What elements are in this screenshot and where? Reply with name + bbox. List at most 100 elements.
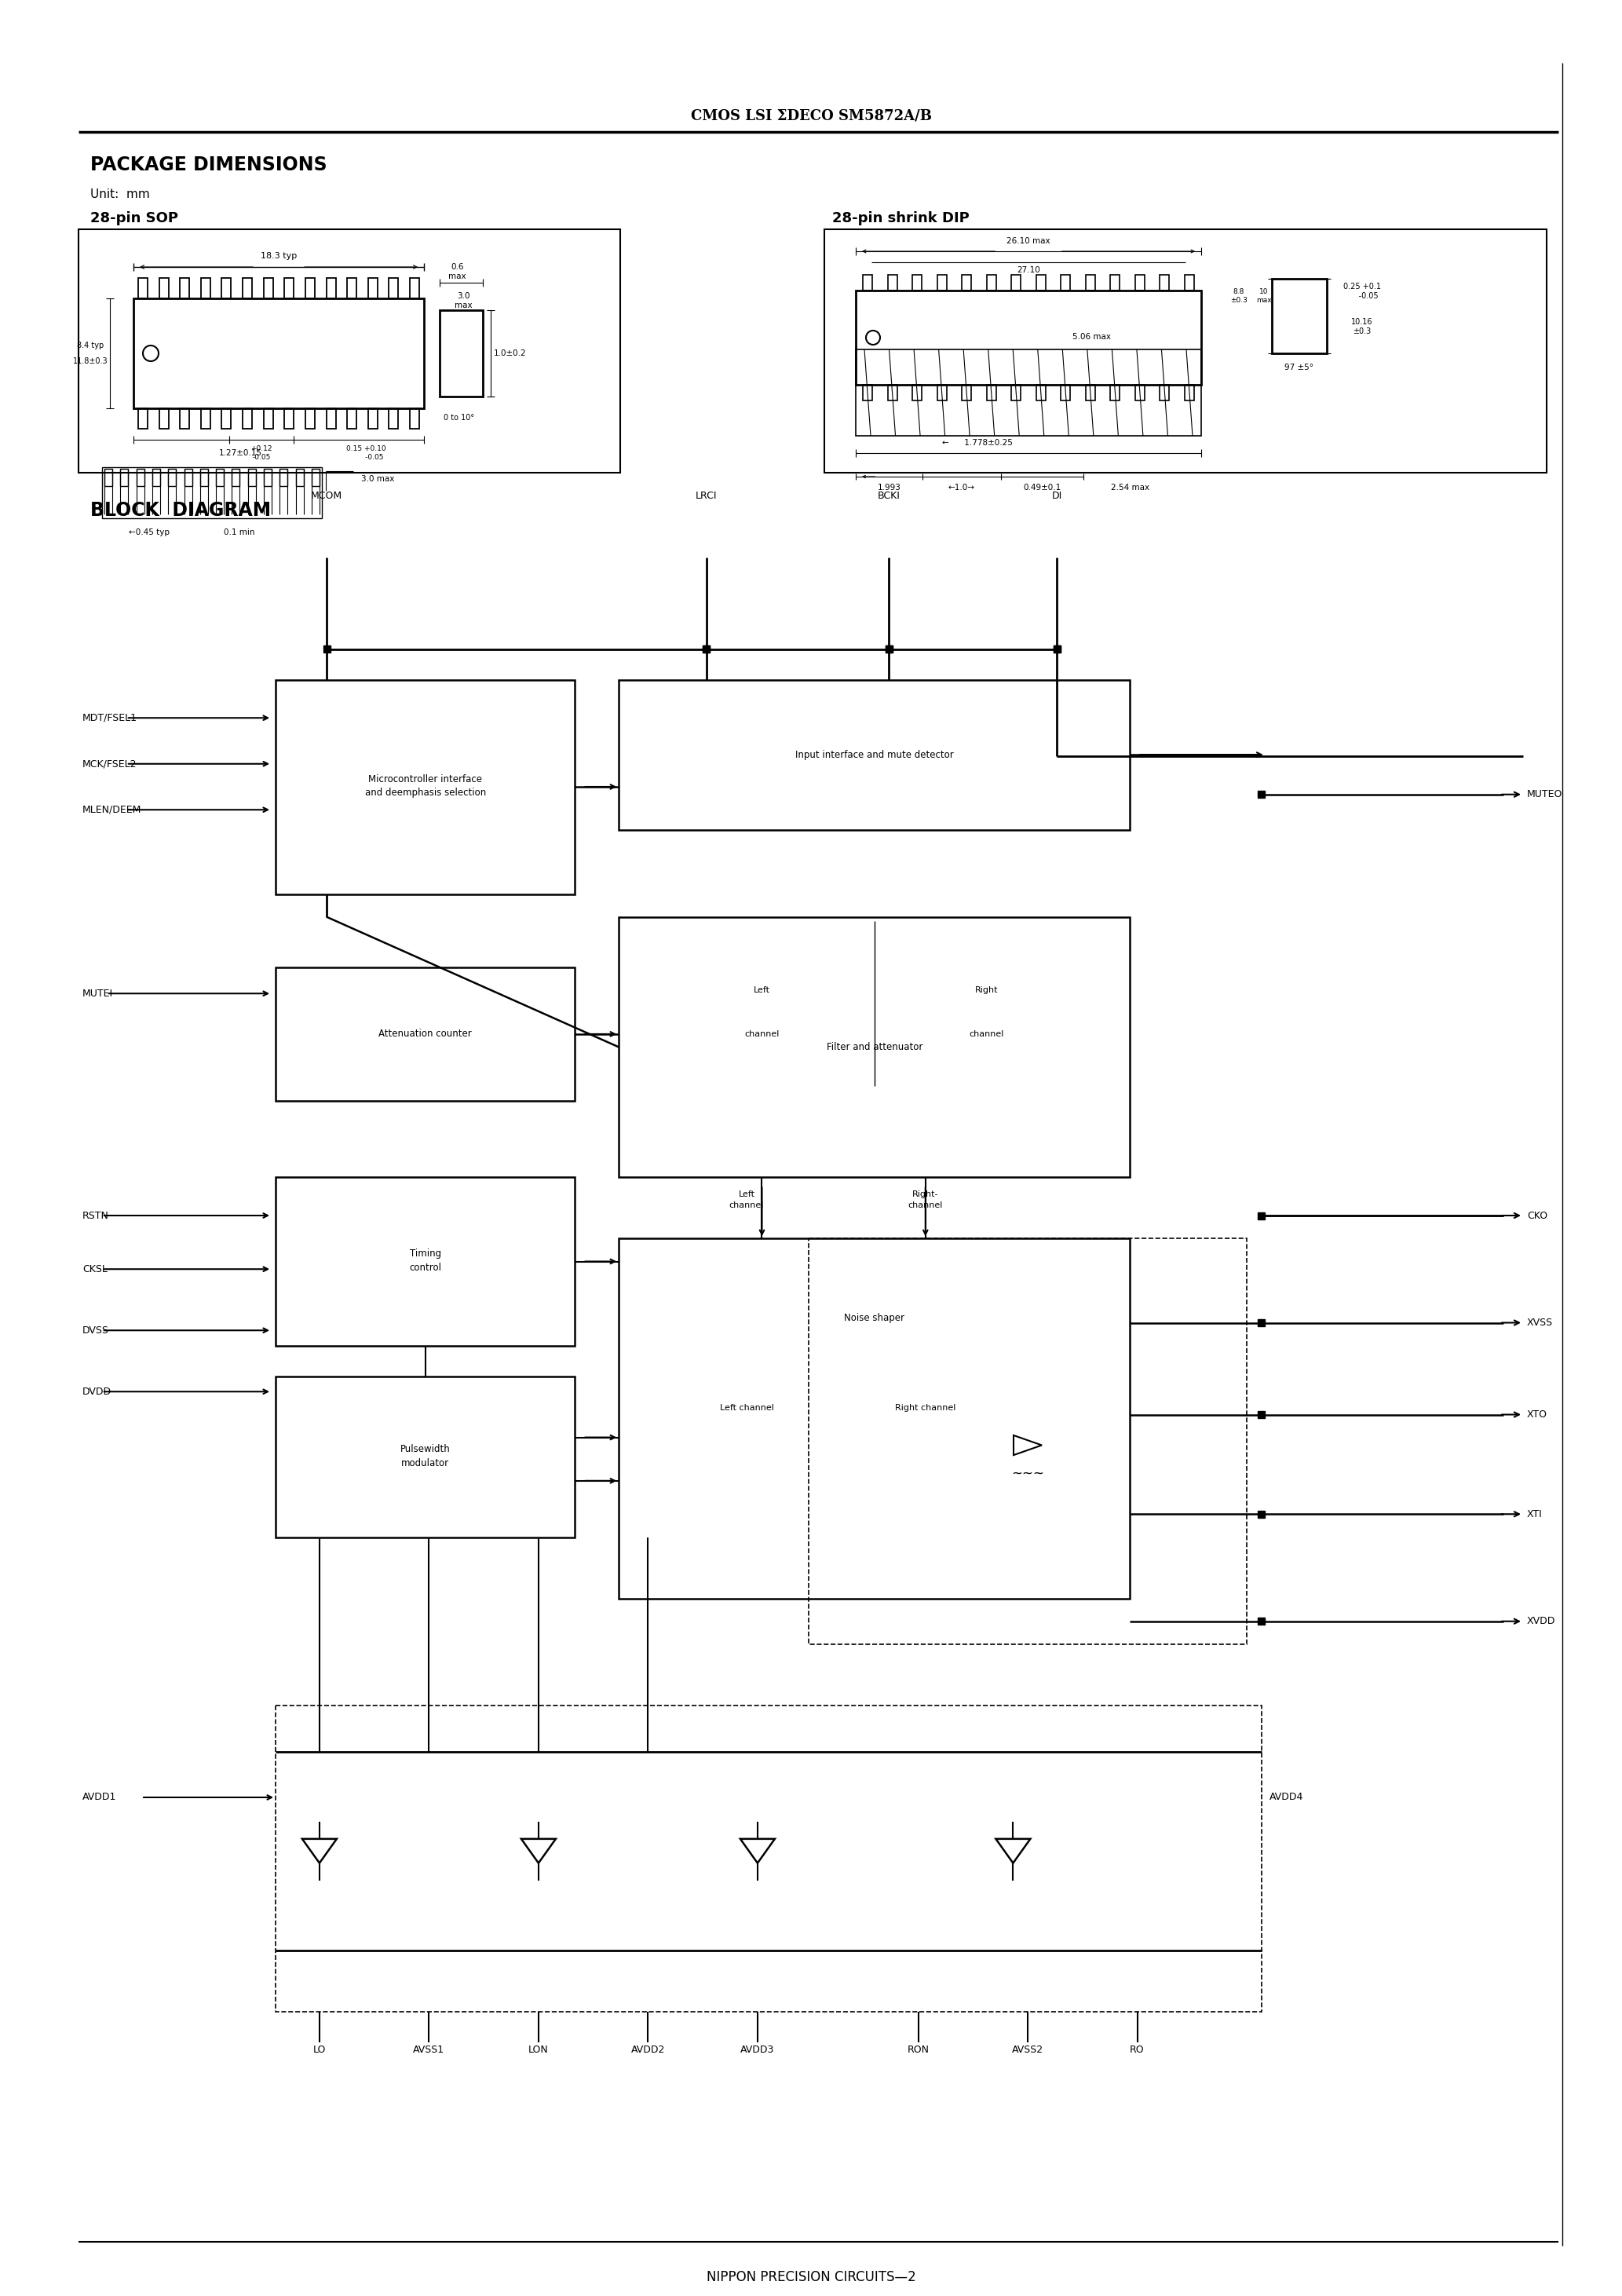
Text: LO: LO: [313, 2046, 326, 2055]
Text: 0.6: 0.6: [451, 264, 464, 271]
Bar: [159, 409, 169, 429]
Text: 8.8
±0.3: 8.8 ±0.3: [1231, 289, 1247, 303]
Bar: [389, 409, 399, 429]
Bar: [1160, 276, 1169, 292]
Text: channel: channel: [908, 1201, 942, 1210]
Bar: [938, 386, 947, 400]
Bar: [305, 278, 315, 298]
Bar: [136, 468, 144, 487]
Bar: [1036, 276, 1046, 292]
Bar: [159, 278, 169, 298]
Bar: [389, 278, 399, 298]
Text: DI: DI: [1051, 491, 1062, 501]
Bar: [620, 1238, 1131, 1598]
Bar: [1085, 276, 1095, 292]
Bar: [986, 276, 996, 292]
Bar: [1257, 1412, 1265, 1419]
Text: Microcontroller interface: Microcontroller interface: [368, 774, 482, 783]
Bar: [986, 386, 996, 400]
Text: NIPPON PRECISION CIRCUITS—2: NIPPON PRECISION CIRCUITS—2: [706, 2271, 916, 2285]
Text: AVDD4: AVDD4: [1268, 1793, 1302, 1802]
Bar: [938, 276, 947, 292]
Bar: [323, 645, 331, 652]
Text: CKO: CKO: [1526, 1210, 1547, 1221]
Text: AVDD3: AVDD3: [741, 2046, 775, 2055]
Text: modulator: modulator: [401, 1458, 449, 1467]
Bar: [1053, 645, 1061, 652]
Bar: [1111, 276, 1119, 292]
Bar: [200, 468, 208, 487]
Bar: [279, 468, 287, 487]
Bar: [222, 409, 232, 429]
Text: +0.12
-0.05: +0.12 -0.05: [250, 445, 272, 461]
Bar: [410, 409, 418, 429]
Bar: [368, 409, 378, 429]
Text: 28-pin SOP: 28-pin SOP: [91, 211, 178, 225]
Text: 0.1 min: 0.1 min: [224, 528, 255, 537]
Bar: [1257, 790, 1265, 799]
Bar: [284, 278, 294, 298]
Text: 18.3 typ: 18.3 typ: [261, 253, 297, 259]
Bar: [264, 468, 272, 487]
Text: 10
max: 10 max: [1257, 289, 1272, 303]
Text: Pulsewidth: Pulsewidth: [401, 1444, 451, 1453]
Bar: [276, 967, 576, 1100]
Text: Attenuation counter: Attenuation counter: [378, 1029, 472, 1040]
Text: Timing: Timing: [410, 1249, 441, 1258]
Text: 10.16: 10.16: [1351, 319, 1372, 326]
Bar: [201, 278, 211, 298]
Text: MCOM: MCOM: [311, 491, 342, 501]
Bar: [263, 278, 272, 298]
Text: Left: Left: [754, 985, 770, 994]
Bar: [1184, 386, 1194, 400]
Bar: [216, 468, 224, 487]
Bar: [1135, 386, 1145, 400]
Bar: [104, 468, 112, 487]
Text: XTO: XTO: [1526, 1410, 1547, 1419]
Bar: [886, 645, 892, 652]
Bar: [1257, 1320, 1265, 1327]
Text: RON: RON: [907, 2046, 929, 2055]
Bar: [863, 386, 873, 400]
Bar: [138, 409, 148, 429]
Text: 0.25 +0.1: 0.25 +0.1: [1343, 282, 1380, 292]
Text: 11.8±0.3: 11.8±0.3: [73, 358, 107, 365]
Bar: [276, 1178, 576, 1345]
Text: Input interface and mute detector: Input interface and mute detector: [795, 748, 954, 760]
Bar: [78, 230, 620, 473]
Text: MCK/FSEL2: MCK/FSEL2: [83, 758, 136, 769]
Bar: [263, 409, 272, 429]
Bar: [1036, 386, 1046, 400]
Text: MUTEI: MUTEI: [83, 987, 114, 999]
Bar: [326, 409, 336, 429]
Text: 26.10 max: 26.10 max: [1007, 236, 1051, 246]
Bar: [887, 276, 897, 292]
Bar: [1111, 386, 1119, 400]
Text: BCKI: BCKI: [878, 491, 900, 501]
Bar: [856, 292, 1202, 386]
Bar: [824, 230, 1547, 473]
Bar: [276, 1706, 1262, 2011]
Text: 27.10: 27.10: [1017, 266, 1040, 273]
Bar: [1184, 276, 1194, 292]
Text: max: max: [448, 273, 466, 280]
Bar: [912, 386, 921, 400]
Text: max: max: [454, 301, 472, 310]
Bar: [102, 466, 321, 519]
Bar: [243, 278, 251, 298]
Text: RSTN: RSTN: [83, 1210, 109, 1221]
Bar: [295, 468, 303, 487]
Text: Noise shaper: Noise shaper: [843, 1313, 905, 1322]
Text: XVSS: XVSS: [1526, 1318, 1552, 1327]
Bar: [912, 276, 921, 292]
Text: 3.0: 3.0: [457, 292, 470, 301]
Bar: [180, 409, 190, 429]
Bar: [152, 468, 161, 487]
Bar: [702, 645, 710, 652]
Text: -0.05: -0.05: [1346, 292, 1379, 301]
Bar: [276, 1375, 576, 1536]
Bar: [1012, 276, 1020, 292]
Text: 0.49±0.1: 0.49±0.1: [1023, 484, 1061, 491]
Bar: [1061, 276, 1071, 292]
Bar: [887, 386, 897, 400]
